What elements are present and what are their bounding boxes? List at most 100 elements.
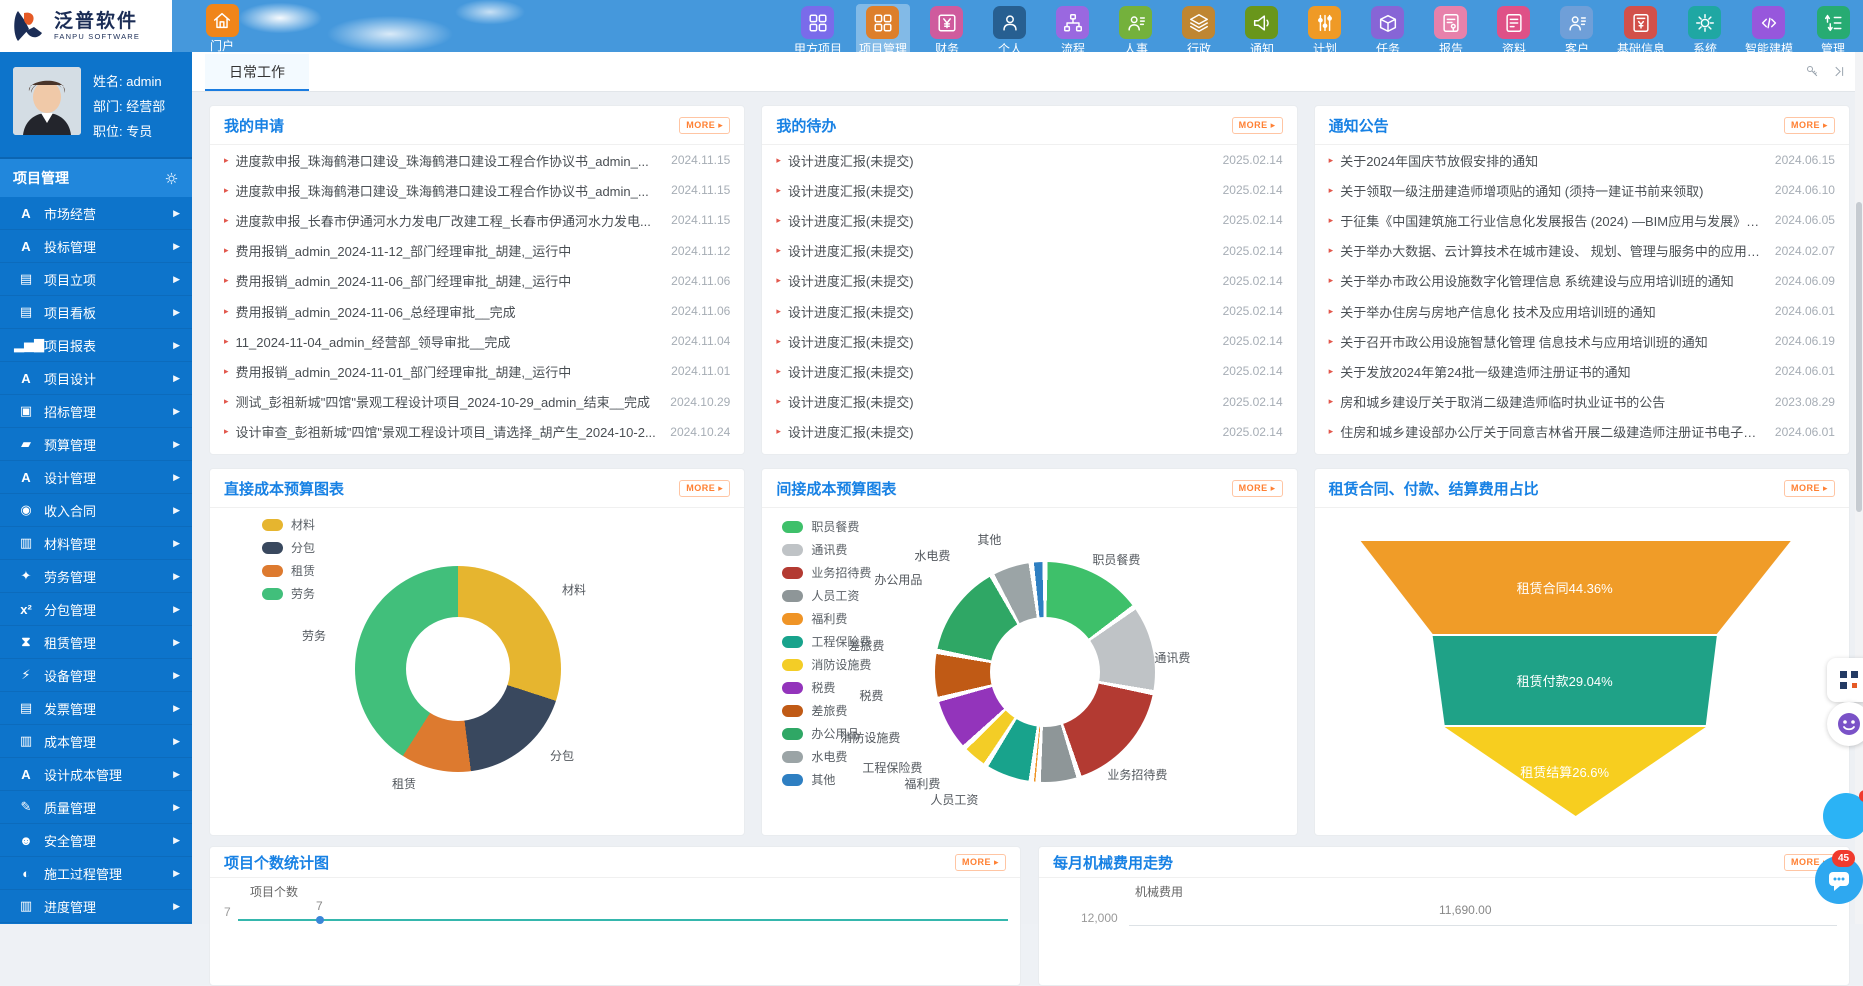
nav-item-portal[interactable]: 门户	[198, 4, 246, 52]
sidebar-item[interactable]: ▥成本管理▶	[0, 725, 192, 758]
sidebar-item[interactable]: ✎质量管理▶	[0, 791, 192, 824]
list-item[interactable]: ▸设计进度汇报(未提交)2025.02.14	[762, 266, 1296, 296]
sidebar-item[interactable]: x²分包管理▶	[0, 593, 192, 626]
sidebar-item[interactable]: ✦劳务管理▶	[0, 560, 192, 593]
sidebar-item[interactable]: ▤项目看板▶	[0, 296, 192, 329]
nav-item[interactable]: 项目管理	[856, 4, 910, 52]
key-icon[interactable]	[1805, 64, 1820, 79]
sidebar-item[interactable]: A投标管理▶	[0, 230, 192, 263]
list-item[interactable]: ▸进度款申报_长春市伊通河水力发电厂改建工程_长春市伊通河水力发电...2024…	[210, 205, 744, 235]
sidebar-item[interactable]: A市场经营▶	[0, 197, 192, 230]
funnel-stage[interactable]: 租赁结算26.6%	[1325, 727, 1805, 816]
sidebar-item[interactable]: A项目设计▶	[0, 362, 192, 395]
sidebar-section-header[interactable]: 项目管理	[0, 159, 192, 197]
nav-item[interactable]: 任务	[1362, 4, 1414, 52]
legend-item[interactable]: 福利费	[782, 607, 871, 630]
list-item[interactable]: ▸关于举办市政公用设施数字化管理信息 系统建设与应用培训班的通知2024.06.…	[1315, 266, 1849, 296]
legend-item[interactable]: 业务招待费	[782, 561, 871, 584]
nav-item[interactable]: 行政	[1173, 4, 1225, 52]
nav-item[interactable]: 通知	[1236, 4, 1288, 52]
sidebar-item[interactable]: A设计管理▶	[0, 461, 192, 494]
list-item[interactable]: ▸关于召开市政公用设施智慧化管理 信息技术与应用培训班的通知2024.06.19	[1315, 326, 1849, 356]
qq-contact-button[interactable]	[1823, 793, 1863, 839]
list-item[interactable]: ▸关于发放2024年第24批一级建造师注册证书的通知2024.06.01	[1315, 356, 1849, 386]
list-item[interactable]: ▸设计进度汇报(未提交)2025.02.14	[762, 296, 1296, 326]
data-point[interactable]	[316, 916, 324, 924]
nav-item[interactable]: 甲方项目	[791, 4, 845, 52]
legend-item[interactable]: 租赁	[262, 559, 315, 582]
list-item[interactable]: ▸费用报销_admin_2024-11-06_部门经理审批_胡建,_运行中202…	[210, 266, 744, 296]
legend-item[interactable]: 水电费	[782, 745, 871, 768]
list-item[interactable]: ▸关于领取一级注册建造师增项贴的通知 (须持一建证书前来领取)2024.06.1…	[1315, 175, 1849, 205]
sidebar-item[interactable]: ▂▅▇项目报表▶	[0, 329, 192, 362]
list-item[interactable]: ▸关于举办大数据、云计算技术在城市建设、 规划、管理与服务中的应用培训班...2…	[1315, 236, 1849, 266]
collapse-icon[interactable]	[1832, 64, 1847, 79]
nav-item[interactable]: 管理	[1807, 4, 1859, 52]
list-item[interactable]: ▸设计进度汇报(未提交)2025.02.14	[762, 326, 1296, 356]
nav-item[interactable]: 系统	[1679, 4, 1731, 52]
legend-item[interactable]: 劳务	[262, 582, 315, 605]
sidebar-item[interactable]: ▥材料管理▶	[0, 527, 192, 560]
list-item[interactable]: ▸费用报销_admin_2024-11-01_部门经理审批_胡建,_运行中202…	[210, 356, 744, 386]
tab-daily-work[interactable]: 日常工作	[205, 54, 309, 91]
list-item[interactable]: ▸设计进度汇报(未提交)2025.02.14	[762, 356, 1296, 386]
nav-item[interactable]: 个人	[984, 4, 1036, 52]
more-button[interactable]: MORE ▸	[679, 480, 730, 497]
nav-item[interactable]: 流程	[1047, 4, 1099, 52]
sidebar-item[interactable]: ◉收入合同▶	[0, 494, 192, 527]
more-button[interactable]: MORE ▸	[1232, 480, 1283, 497]
chat-messages-button[interactable]: 45	[1815, 856, 1863, 904]
list-item[interactable]: ▸关于2024年国庆节放假安排的通知2024.06.15	[1315, 145, 1849, 175]
service-widget-button[interactable]	[1827, 658, 1863, 702]
nav-item[interactable]: 财务	[921, 4, 973, 52]
legend-item[interactable]: 通讯费	[782, 538, 871, 561]
list-item[interactable]: ▸设计进度汇报(未提交)2025.02.14	[762, 205, 1296, 235]
list-item[interactable]: ▸进度款申报_珠海鹤港口建设_珠海鹤港口建设工程合作协议书_admin_...2…	[210, 145, 744, 175]
nav-item[interactable]: 智能建模	[1742, 4, 1796, 52]
list-item[interactable]: ▸测试_彭祖新城"四馆"景观工程设计项目_2024-10-29_admin_结束…	[210, 387, 744, 417]
nav-item[interactable]: 资料	[1488, 4, 1540, 52]
legend-item[interactable]: 分包	[262, 536, 315, 559]
list-item[interactable]: ▸设计进度汇报(未提交)2025.02.14	[762, 417, 1296, 447]
list-item[interactable]: ▸房和城乡建设厅关于取消二级建造师临时执业证书的公告2023.08.29	[1315, 387, 1849, 417]
funnel-stage[interactable]: 租赁付款29.04%	[1325, 636, 1805, 725]
legend-item[interactable]: 材料	[262, 513, 315, 536]
nav-item[interactable]: 基础信息	[1614, 4, 1668, 52]
list-item[interactable]: ▸于征集《中国建筑施工行业信息化发展报告 (2024) —BIM应用与发展》材料…	[1315, 205, 1849, 235]
settings-gear-icon[interactable]	[164, 171, 179, 186]
list-item[interactable]: ▸设计进度汇报(未提交)2025.02.14	[762, 236, 1296, 266]
list-item[interactable]: ▸住房和城乡建设部办公厅关于同意吉林省开展二级建造师注册证书电子化试点...20…	[1315, 417, 1849, 447]
sidebar-item[interactable]: ▤发票管理▶	[0, 692, 192, 725]
list-item[interactable]: ▸设计进度汇报(未提交)2025.02.14	[762, 175, 1296, 205]
sidebar-item[interactable]: ▥进度管理▶	[0, 890, 192, 923]
sidebar-item[interactable]: ▰预算管理▶	[0, 428, 192, 461]
sidebar-item[interactable]: ▣招标管理▶	[0, 395, 192, 428]
more-button[interactable]: MORE ▸	[1784, 117, 1835, 134]
scrollbar-thumb[interactable]	[1856, 202, 1862, 512]
list-item[interactable]: ▸设计进度汇报(未提交)2025.02.14	[762, 145, 1296, 175]
sidebar-item[interactable]: A设计成本管理▶	[0, 758, 192, 791]
nav-item[interactable]: 客户	[1551, 4, 1603, 52]
list-item[interactable]: ▸费用报销_admin_2024-11-06_总经理审批__完成2024.11.…	[210, 296, 744, 326]
mascot-chat-button[interactable]	[1827, 702, 1863, 746]
user-avatar[interactable]	[13, 67, 81, 135]
more-button[interactable]: MORE ▸	[1784, 480, 1835, 497]
list-item[interactable]: ▸11_2024-11-04_admin_经营部_领导审批__完成2024.11…	[210, 326, 744, 356]
nav-item[interactable]: 人事	[1110, 4, 1162, 52]
legend-item[interactable]: 人员工资	[782, 584, 871, 607]
sidebar-item[interactable]: ☻安全管理▶	[0, 824, 192, 857]
nav-item[interactable]: 计划	[1299, 4, 1351, 52]
more-button[interactable]: MORE ▸	[679, 117, 730, 134]
funnel-stage[interactable]: 租赁合同44.36%	[1325, 541, 1805, 634]
more-button[interactable]: MORE ▸	[1232, 117, 1283, 134]
list-item[interactable]: ▸进度款申报_珠海鹤港口建设_珠海鹤港口建设工程合作协议书_admin_...2…	[210, 175, 744, 205]
list-item[interactable]: ▸费用报销_admin_2024-11-12_部门经理审批_胡建,_运行中202…	[210, 236, 744, 266]
sidebar-item[interactable]: ▤项目立项▶	[0, 263, 192, 296]
legend-item[interactable]: 其他	[782, 768, 871, 791]
list-item[interactable]: ▸关于举办住房与房地产信息化 技术及应用培训班的通知2024.06.01	[1315, 296, 1849, 326]
nav-item[interactable]: 报告	[1425, 4, 1477, 52]
legend-item[interactable]: 差旅费	[782, 699, 871, 722]
more-button[interactable]: MORE ▸	[955, 854, 1006, 871]
legend-item[interactable]: 税费	[782, 676, 871, 699]
sidebar-item[interactable]: ◐施工过程管理▶	[0, 857, 192, 890]
